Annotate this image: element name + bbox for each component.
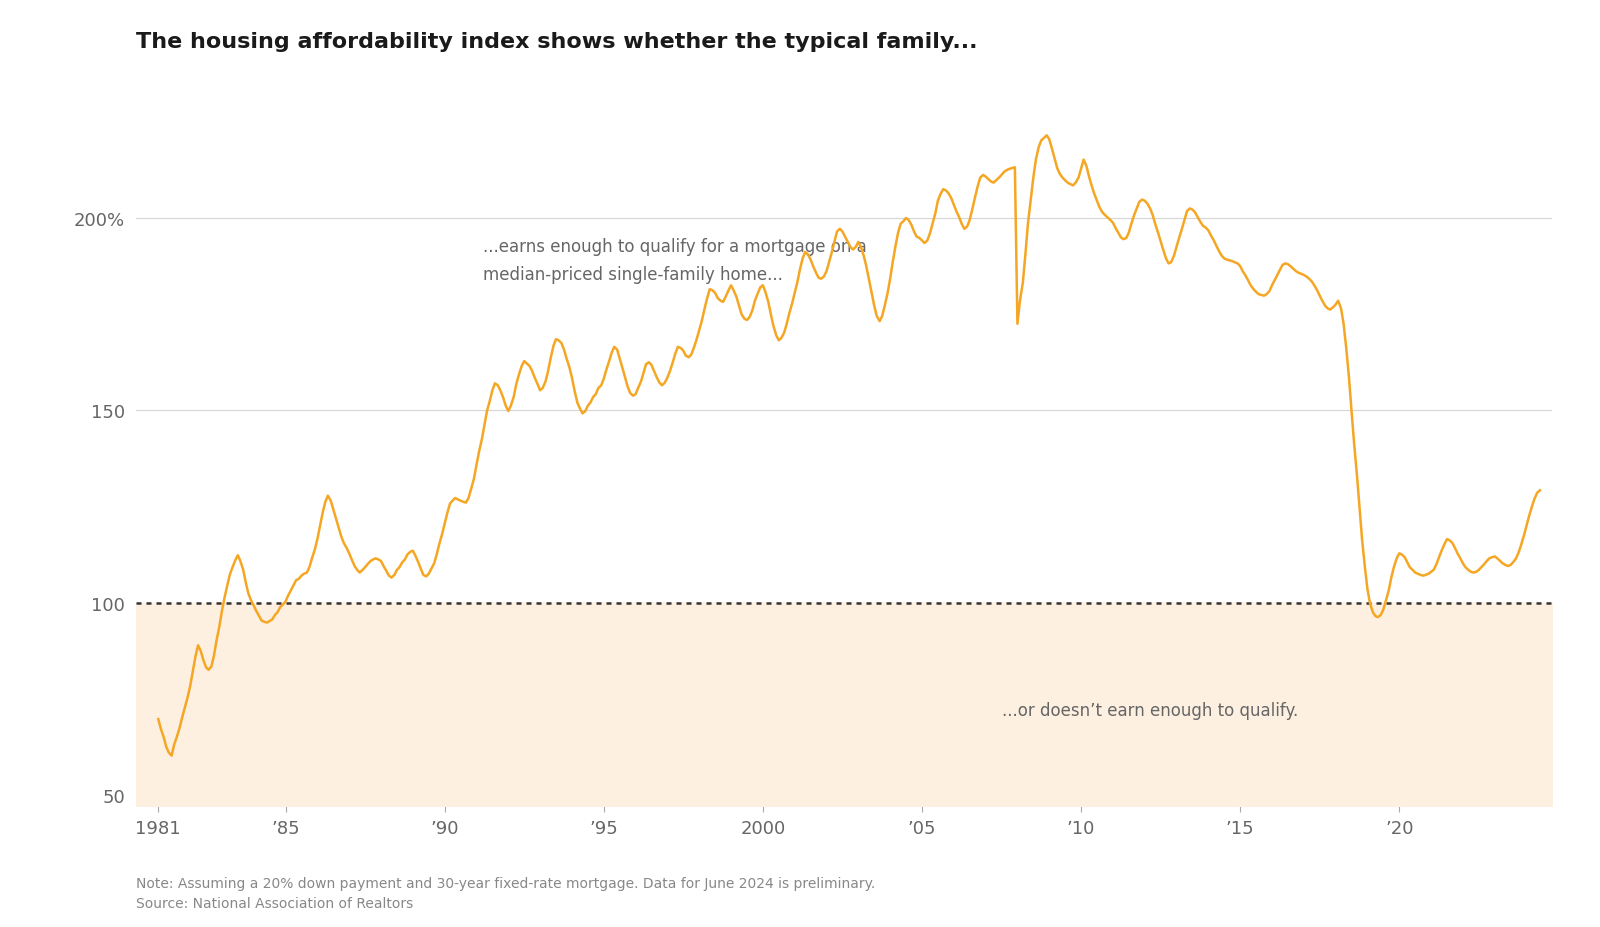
Text: ...earns enough to qualify for a mortgage on a
median-priced single-family home.: ...earns enough to qualify for a mortgag… [483, 238, 867, 284]
Text: ...or doesn’t earn enough to qualify.: ...or doesn’t earn enough to qualify. [1002, 702, 1298, 719]
Text: The housing affordability index shows whether the typical family...: The housing affordability index shows wh… [136, 32, 978, 53]
Text: Note: Assuming a 20% down payment and 30-year fixed-rate mortgage. Data for June: Note: Assuming a 20% down payment and 30… [136, 876, 875, 890]
Text: Source: National Association of Realtors: Source: National Association of Realtors [136, 896, 413, 910]
